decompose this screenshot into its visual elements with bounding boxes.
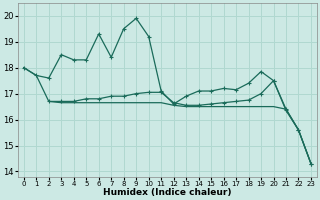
X-axis label: Humidex (Indice chaleur): Humidex (Indice chaleur) xyxy=(103,188,232,197)
